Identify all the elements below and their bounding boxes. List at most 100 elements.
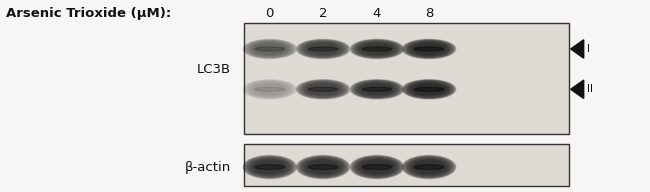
Ellipse shape — [356, 42, 398, 56]
Ellipse shape — [255, 165, 285, 170]
Ellipse shape — [362, 165, 392, 170]
Ellipse shape — [248, 42, 291, 56]
Ellipse shape — [406, 81, 452, 97]
Ellipse shape — [409, 83, 449, 96]
Ellipse shape — [307, 161, 339, 173]
Ellipse shape — [303, 159, 343, 175]
Ellipse shape — [244, 40, 295, 58]
Ellipse shape — [413, 161, 445, 173]
Ellipse shape — [354, 81, 400, 97]
Ellipse shape — [246, 157, 294, 177]
Ellipse shape — [414, 47, 444, 51]
Ellipse shape — [353, 81, 401, 98]
Ellipse shape — [308, 165, 338, 170]
Ellipse shape — [307, 44, 339, 54]
Ellipse shape — [406, 41, 452, 57]
Polygon shape — [571, 80, 584, 98]
Ellipse shape — [250, 159, 290, 175]
Text: II: II — [587, 84, 593, 94]
Text: β-actin: β-actin — [185, 161, 231, 174]
Ellipse shape — [302, 42, 344, 56]
Ellipse shape — [298, 156, 348, 178]
Ellipse shape — [304, 43, 342, 55]
Ellipse shape — [359, 84, 395, 95]
Ellipse shape — [350, 80, 404, 99]
Ellipse shape — [362, 47, 392, 51]
Ellipse shape — [405, 41, 453, 57]
Text: 8: 8 — [425, 7, 433, 20]
Ellipse shape — [408, 158, 450, 176]
Ellipse shape — [306, 43, 341, 55]
Ellipse shape — [299, 41, 347, 57]
Ellipse shape — [405, 157, 453, 177]
Ellipse shape — [358, 83, 396, 95]
Ellipse shape — [296, 80, 350, 99]
Ellipse shape — [409, 42, 449, 56]
Ellipse shape — [352, 80, 402, 98]
Bar — [244, 144, 569, 186]
Ellipse shape — [308, 47, 338, 51]
Ellipse shape — [359, 43, 395, 55]
Ellipse shape — [304, 160, 342, 174]
Ellipse shape — [413, 84, 445, 94]
Ellipse shape — [250, 42, 290, 56]
Ellipse shape — [361, 84, 393, 94]
Text: Arsenic Trioxide (μM):: Arsenic Trioxide (μM): — [6, 7, 172, 20]
Ellipse shape — [298, 40, 348, 58]
Text: 0: 0 — [266, 7, 274, 20]
Ellipse shape — [411, 160, 447, 174]
Ellipse shape — [402, 39, 456, 59]
Ellipse shape — [251, 160, 289, 174]
Ellipse shape — [298, 80, 348, 98]
Ellipse shape — [413, 44, 445, 54]
Ellipse shape — [254, 161, 286, 173]
Ellipse shape — [244, 156, 295, 178]
Ellipse shape — [408, 42, 450, 56]
Ellipse shape — [247, 158, 292, 176]
Ellipse shape — [411, 43, 447, 55]
Ellipse shape — [357, 83, 397, 96]
Ellipse shape — [300, 81, 346, 97]
Ellipse shape — [247, 41, 292, 57]
Ellipse shape — [251, 43, 289, 55]
Ellipse shape — [361, 44, 393, 54]
Ellipse shape — [406, 158, 452, 176]
Ellipse shape — [299, 157, 347, 177]
Ellipse shape — [361, 161, 393, 173]
Ellipse shape — [306, 160, 341, 174]
Ellipse shape — [299, 81, 347, 98]
Ellipse shape — [359, 160, 395, 174]
Ellipse shape — [405, 81, 453, 98]
Ellipse shape — [402, 80, 456, 99]
Ellipse shape — [255, 87, 285, 91]
Ellipse shape — [353, 41, 401, 57]
Ellipse shape — [350, 39, 404, 59]
Ellipse shape — [404, 80, 454, 98]
Ellipse shape — [404, 156, 454, 178]
Text: 4: 4 — [373, 7, 381, 20]
Ellipse shape — [300, 158, 346, 176]
Ellipse shape — [410, 43, 448, 55]
Ellipse shape — [414, 165, 444, 170]
Ellipse shape — [414, 45, 444, 53]
Ellipse shape — [303, 83, 343, 96]
Ellipse shape — [306, 84, 341, 95]
Ellipse shape — [408, 82, 450, 97]
Ellipse shape — [243, 39, 296, 59]
Ellipse shape — [358, 43, 396, 55]
Ellipse shape — [414, 87, 444, 91]
Bar — [244, 23, 569, 134]
Ellipse shape — [307, 84, 339, 94]
Ellipse shape — [352, 40, 402, 58]
Ellipse shape — [296, 156, 350, 179]
Ellipse shape — [243, 156, 296, 179]
Ellipse shape — [255, 47, 285, 51]
Ellipse shape — [357, 159, 397, 175]
Ellipse shape — [352, 156, 402, 178]
Ellipse shape — [308, 87, 338, 91]
Text: I: I — [587, 44, 590, 54]
Ellipse shape — [248, 158, 291, 176]
Ellipse shape — [414, 162, 444, 172]
Ellipse shape — [302, 158, 344, 176]
Ellipse shape — [409, 159, 449, 175]
